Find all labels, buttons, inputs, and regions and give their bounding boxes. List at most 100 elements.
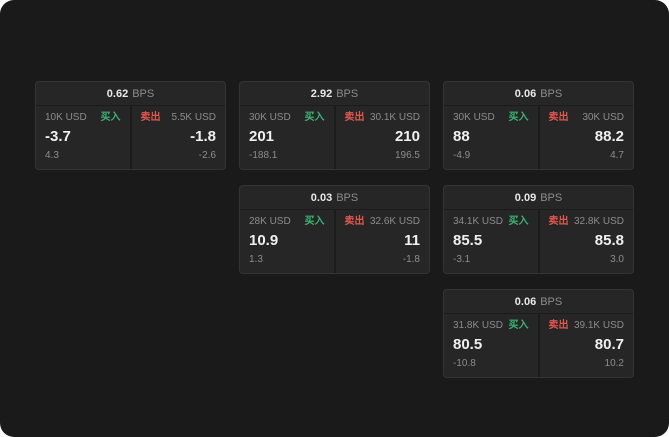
card-column-2: 2.92 BPS 30K USD 买入 201 -188.1 卖出 30.1K … bbox=[239, 81, 430, 274]
sell-size: 39.1K USD bbox=[573, 320, 624, 331]
sell-price: -1.8 bbox=[190, 128, 216, 145]
sell-top-row: 卖出 32.8K USD bbox=[549, 216, 625, 228]
sell-size: 32.8K USD bbox=[573, 216, 624, 227]
buy-panel[interactable]: 28K USD 买入 10.9 1.3 bbox=[240, 210, 334, 273]
bps-value: 0.06 bbox=[514, 87, 537, 100]
sell-price: 11 bbox=[404, 232, 420, 249]
bps-value: 2.92 bbox=[310, 87, 333, 100]
card-header: 0.06 BPS bbox=[444, 82, 633, 106]
buy-top-row: 30K USD 买入 bbox=[249, 112, 325, 124]
bps-label: BPS bbox=[132, 87, 155, 100]
card-body: 34.1K USD 买入 85.5 -3.1 卖出 32.8K USD 85.8… bbox=[444, 210, 633, 273]
card-body: 30K USD 买入 88 -4.9 卖出 30K USD 88.2 4.7 bbox=[444, 106, 633, 169]
sell-sub-value: -2.6 bbox=[198, 150, 216, 161]
sell-button[interactable]: 卖出 bbox=[344, 112, 365, 123]
card-header: 0.06 BPS bbox=[444, 290, 633, 314]
buy-button[interactable]: 买入 bbox=[100, 112, 121, 123]
card-column-1: 0.62 BPS 10K USD 买入 -3.7 4.3 卖出 5.5K USD… bbox=[35, 81, 226, 170]
buy-button[interactable]: 买入 bbox=[508, 320, 529, 331]
sell-top-row: 卖出 32.6K USD bbox=[345, 216, 421, 228]
buy-top-row: 28K USD 买入 bbox=[249, 216, 325, 228]
card-body: 30K USD 买入 201 -188.1 卖出 30.1K USD 210 1… bbox=[240, 106, 429, 169]
sell-size: 30.1K USD bbox=[369, 112, 420, 123]
sell-button[interactable]: 卖出 bbox=[140, 112, 161, 123]
sell-panel[interactable]: 卖出 5.5K USD -1.8 -2.6 bbox=[129, 106, 226, 169]
buy-size: 34.1K USD bbox=[453, 216, 504, 227]
sell-price: 85.8 bbox=[594, 232, 624, 249]
sell-top-row: 卖出 5.5K USD bbox=[141, 112, 217, 124]
sell-price: 80.7 bbox=[594, 336, 624, 353]
sell-panel[interactable]: 卖出 30K USD 88.2 4.7 bbox=[537, 106, 634, 169]
quote-card: 0.09 BPS 34.1K USD 买入 85.5 -3.1 卖出 32.8K… bbox=[443, 185, 634, 274]
sell-panel[interactable]: 卖出 32.8K USD 85.8 3.0 bbox=[537, 210, 634, 273]
sell-panel[interactable]: 卖出 39.1K USD 80.7 10.2 bbox=[537, 314, 634, 377]
card-grid: 0.62 BPS 10K USD 买入 -3.7 4.3 卖出 5.5K USD… bbox=[35, 81, 634, 378]
buy-sub-value: 4.3 bbox=[45, 150, 59, 161]
buy-button[interactable]: 买入 bbox=[508, 112, 529, 123]
quote-card: 0.06 BPS 31.8K USD 买入 80.5 -10.8 卖出 39.1… bbox=[443, 289, 634, 378]
card-header: 0.62 BPS bbox=[36, 82, 225, 106]
buy-size: 30K USD bbox=[453, 112, 495, 123]
buy-sub-value: -10.8 bbox=[453, 358, 476, 369]
sell-button[interactable]: 卖出 bbox=[548, 320, 569, 331]
quote-card: 2.92 BPS 30K USD 买入 201 -188.1 卖出 30.1K … bbox=[239, 81, 430, 170]
buy-price: 85.5 bbox=[453, 232, 483, 249]
sell-size: 5.5K USD bbox=[171, 112, 216, 123]
sell-sub-value: 4.7 bbox=[610, 150, 624, 161]
bps-label: BPS bbox=[540, 295, 563, 308]
sell-panel[interactable]: 卖出 30.1K USD 210 196.5 bbox=[333, 106, 430, 169]
sell-sub-value: 3.0 bbox=[610, 254, 624, 265]
card-column-3: 0.06 BPS 30K USD 买入 88 -4.9 卖出 30K USD 8… bbox=[443, 81, 634, 378]
buy-price: -3.7 bbox=[45, 128, 71, 145]
card-body: 28K USD 买入 10.9 1.3 卖出 32.6K USD 11 -1.8 bbox=[240, 210, 429, 273]
buy-panel[interactable]: 30K USD 买入 88 -4.9 bbox=[444, 106, 538, 169]
quote-card: 0.62 BPS 10K USD 买入 -3.7 4.3 卖出 5.5K USD… bbox=[35, 81, 226, 170]
bps-value: 0.09 bbox=[514, 191, 537, 204]
buy-sub-value: -3.1 bbox=[453, 254, 471, 265]
sell-top-row: 卖出 39.1K USD bbox=[549, 320, 625, 332]
quote-card: 0.03 BPS 28K USD 买入 10.9 1.3 卖出 32.6K US… bbox=[239, 185, 430, 274]
bps-label: BPS bbox=[540, 191, 563, 204]
card-body: 31.8K USD 买入 80.5 -10.8 卖出 39.1K USD 80.… bbox=[444, 314, 633, 377]
buy-sub-value: -188.1 bbox=[249, 150, 278, 161]
sell-sub-value: -1.8 bbox=[402, 254, 420, 265]
bps-label: BPS bbox=[540, 87, 563, 100]
sell-sub-value: 10.2 bbox=[604, 358, 624, 369]
buy-button[interactable]: 买入 bbox=[304, 112, 325, 123]
buy-sub-value: -4.9 bbox=[453, 150, 471, 161]
bps-label: BPS bbox=[336, 191, 359, 204]
buy-button[interactable]: 买入 bbox=[304, 216, 325, 227]
sell-panel[interactable]: 卖出 32.6K USD 11 -1.8 bbox=[333, 210, 430, 273]
card-header: 0.03 BPS bbox=[240, 186, 429, 210]
quote-card: 0.06 BPS 30K USD 买入 88 -4.9 卖出 30K USD 8… bbox=[443, 81, 634, 170]
buy-size: 30K USD bbox=[249, 112, 291, 123]
buy-top-row: 31.8K USD 买入 bbox=[453, 320, 529, 332]
card-header: 2.92 BPS bbox=[240, 82, 429, 106]
bps-label: BPS bbox=[336, 87, 359, 100]
buy-panel[interactable]: 30K USD 买入 201 -188.1 bbox=[240, 106, 334, 169]
bps-value: 0.06 bbox=[514, 295, 537, 308]
buy-panel[interactable]: 34.1K USD 买入 85.5 -3.1 bbox=[444, 210, 538, 273]
sell-size: 30K USD bbox=[582, 112, 624, 123]
buy-price: 80.5 bbox=[453, 336, 483, 353]
sell-top-row: 卖出 30K USD bbox=[549, 112, 625, 124]
bps-value: 0.62 bbox=[106, 87, 129, 100]
buy-top-row: 30K USD 买入 bbox=[453, 112, 529, 124]
buy-panel[interactable]: 31.8K USD 买入 80.5 -10.8 bbox=[444, 314, 538, 377]
sell-button[interactable]: 卖出 bbox=[344, 216, 365, 227]
sell-button[interactable]: 卖出 bbox=[548, 216, 569, 227]
buy-price: 201 bbox=[249, 128, 275, 145]
buy-size: 31.8K USD bbox=[453, 320, 504, 331]
sell-price: 210 bbox=[394, 128, 420, 145]
buy-price: 88 bbox=[453, 128, 470, 145]
buy-sub-value: 1.3 bbox=[249, 254, 263, 265]
buy-price: 10.9 bbox=[249, 232, 279, 249]
sell-button[interactable]: 卖出 bbox=[548, 112, 569, 123]
bps-value: 0.03 bbox=[310, 191, 333, 204]
buy-button[interactable]: 买入 bbox=[508, 216, 529, 227]
card-body: 10K USD 买入 -3.7 4.3 卖出 5.5K USD -1.8 -2.… bbox=[36, 106, 225, 169]
buy-panel[interactable]: 10K USD 买入 -3.7 4.3 bbox=[36, 106, 130, 169]
buy-top-row: 34.1K USD 买入 bbox=[453, 216, 529, 228]
card-header: 0.09 BPS bbox=[444, 186, 633, 210]
